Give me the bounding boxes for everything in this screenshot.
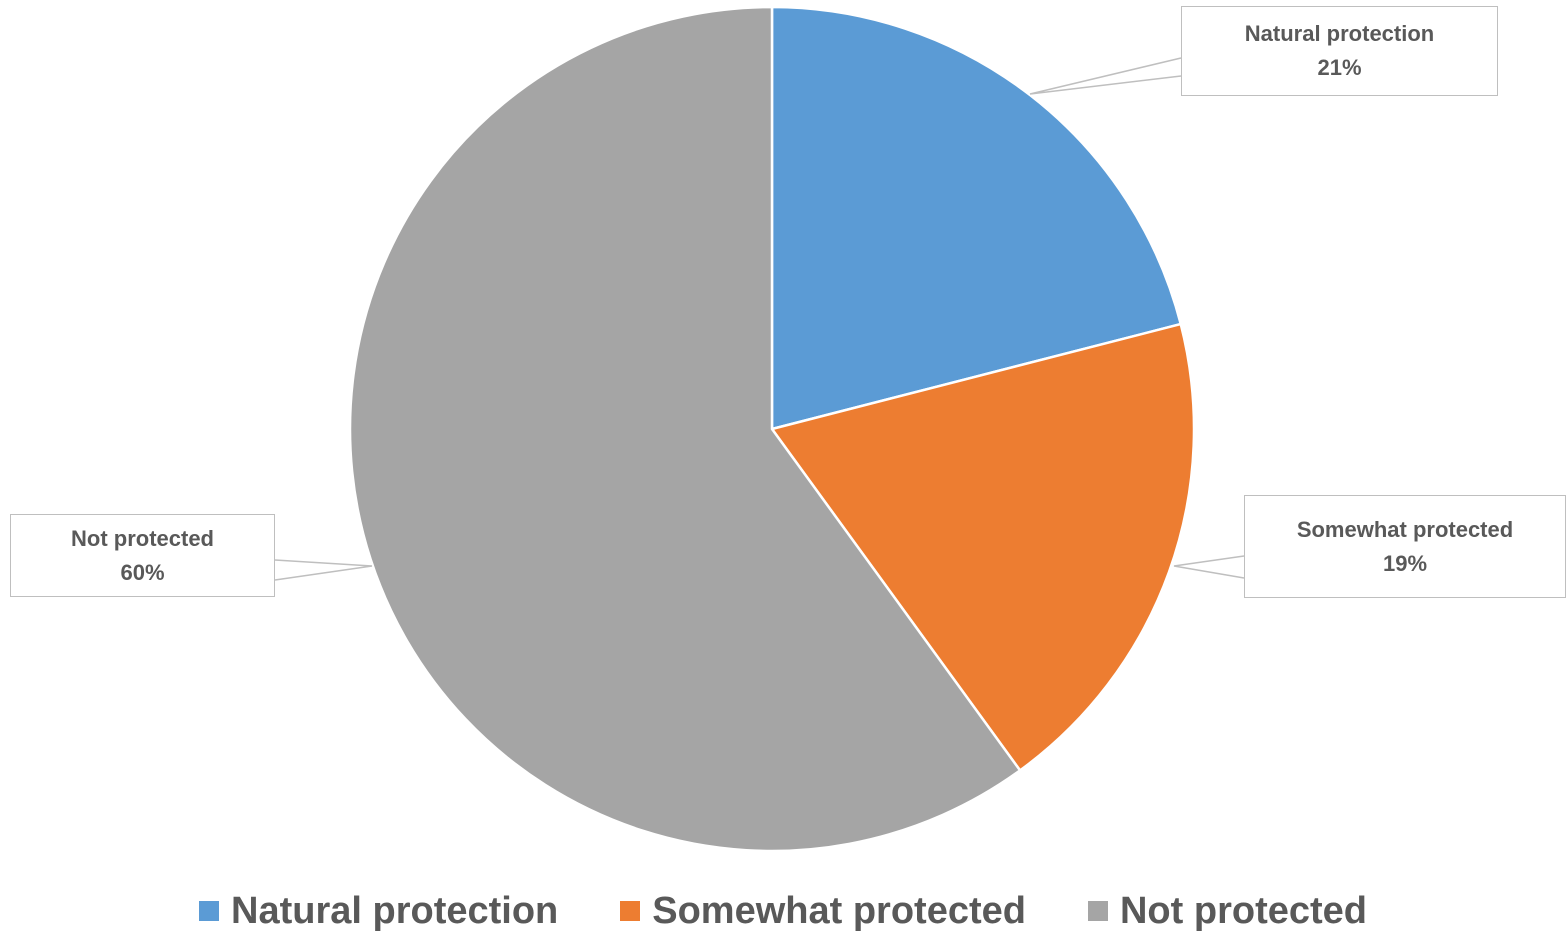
legend-swatch <box>1087 901 1108 921</box>
legend-label: Somewhat protected <box>652 889 1026 932</box>
legend-swatch <box>620 901 641 921</box>
data-label-value: 19% <box>1382 550 1428 576</box>
legend: Natural protection Somewhat protected No… <box>0 888 1566 934</box>
data-label-not-protected: Not protected 60% <box>10 514 275 597</box>
data-label-name: Somewhat protected <box>1296 516 1514 542</box>
legend-item-not-protected: Not protected <box>1087 889 1367 933</box>
pie-slice-not-protected <box>348 5 1022 853</box>
legend-item-somewhat-protected: Somewhat protected <box>620 890 1026 933</box>
leader-line <box>1173 555 1245 579</box>
data-label-name: Not protected <box>71 525 214 551</box>
data-label-somewhat-protected: Somewhat protected 19% <box>1244 495 1566 598</box>
legend-item-natural-protection: Natural protection <box>199 890 558 933</box>
legend-label: Natural protection <box>231 889 559 932</box>
leader-line <box>1029 57 1182 95</box>
pie-slice-natural-protection <box>770 5 1183 431</box>
leader-line <box>274 559 373 581</box>
data-label-value: 60% <box>120 559 165 585</box>
data-label-natural-protection: Natural protection 21% <box>1181 6 1498 96</box>
legend-label: Not protected <box>1119 889 1367 932</box>
data-label-name: Natural protection <box>1244 21 1435 46</box>
data-label-value: 21% <box>1317 55 1362 80</box>
legend-swatch <box>199 901 219 921</box>
pie-slice-somewhat-protected <box>769 322 1196 773</box>
